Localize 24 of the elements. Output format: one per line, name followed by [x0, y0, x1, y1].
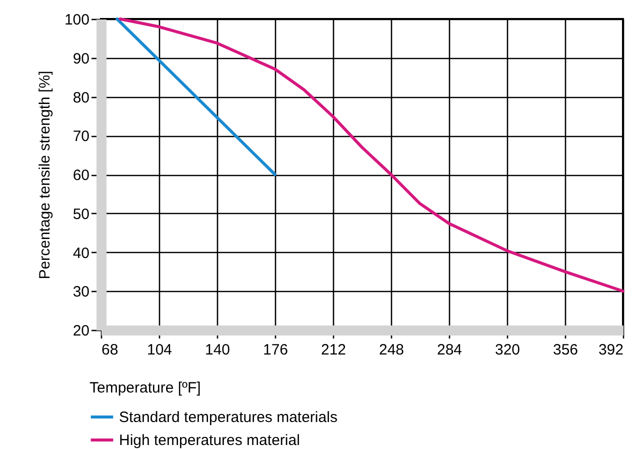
- x-tick-label: 356: [552, 342, 578, 358]
- y-tick-label: 30: [72, 284, 90, 301]
- x-tick-label: 392: [598, 342, 624, 358]
- legend-label: High temperatures material: [119, 432, 300, 449]
- y-tick-label: 100: [64, 12, 90, 28]
- y-tick-label: 20: [72, 322, 90, 340]
- y-tick-label: 40: [72, 244, 90, 262]
- x-tick-label: 140: [204, 342, 230, 358]
- x-tick-label: 104: [146, 342, 172, 358]
- y-tick-label: 90: [72, 50, 90, 68]
- x-tick-label: 68: [102, 342, 118, 358]
- x-tick-label: 320: [494, 342, 520, 358]
- line-series: [118, 18, 624, 293]
- x-tick-label: 284: [436, 342, 462, 358]
- legend-label: Standard temperatures materials: [119, 409, 338, 426]
- y-axis-title: Percentage tensile strength [%]: [36, 70, 54, 280]
- x-tick-label: 176: [262, 342, 288, 358]
- y-tick-label: 80: [72, 89, 90, 106]
- y-tick-label: 60: [72, 167, 90, 184]
- x-axis-title: Temperature [ºF]: [90, 380, 201, 396]
- x-tick-label: 212: [320, 342, 346, 358]
- y-tick-label: 70: [72, 128, 90, 146]
- y-tick-label: 50: [72, 206, 90, 223]
- x-tick-label: 248: [378, 342, 404, 358]
